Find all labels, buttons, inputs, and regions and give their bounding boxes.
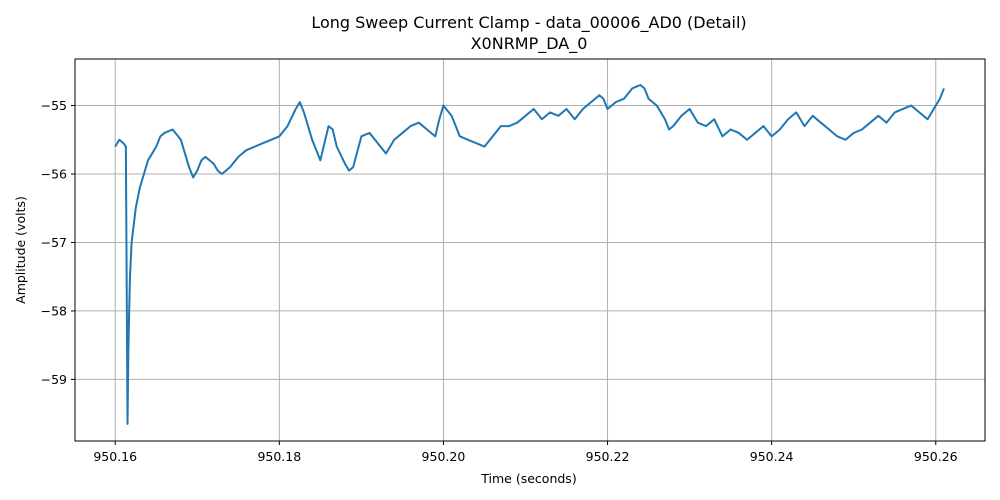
plot-frame — [74, 58, 986, 442]
chart-title: Long Sweep Current Clamp - data_00006_AD… — [311, 13, 746, 33]
x-tick-label: 950.18 — [257, 449, 301, 464]
x-tick-label: 950.26 — [914, 449, 958, 464]
series-line — [114, 84, 945, 425]
chart-subtitle: X0NRMP_DA_0 — [471, 34, 588, 54]
y-axis-label: Amplitude (volts) — [13, 196, 28, 304]
x-tick-label: 950.22 — [586, 449, 630, 464]
y-tick-label: −59 — [41, 372, 67, 387]
y-tick-label: −57 — [41, 235, 67, 250]
x-axis-label: Time (seconds) — [480, 471, 576, 486]
y-tick-label: −56 — [41, 167, 67, 182]
y-tick-label: −55 — [41, 98, 67, 113]
y-tick-label: −58 — [41, 303, 67, 318]
x-tick-label: 950.16 — [93, 449, 137, 464]
x-tick-label: 950.24 — [750, 449, 794, 464]
grid — [75, 59, 985, 441]
series-layer — [114, 84, 945, 425]
x-tick-label: 950.20 — [422, 449, 466, 464]
ticks: 950.16 950.18 950.20 950.22 950.24 950.26 −59 −… — [41, 98, 958, 464]
